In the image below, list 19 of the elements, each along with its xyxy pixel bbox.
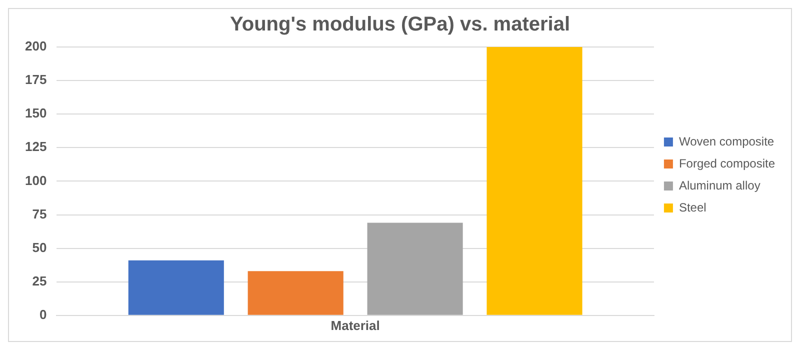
legend-label: Woven composite (678, 134, 774, 148)
y-tick-label: 50 (32, 240, 47, 255)
y-tick-label: 200 (24, 38, 47, 54)
y-tick-label: 25 (32, 273, 47, 288)
legend-label: Steel (678, 200, 706, 214)
y-tick-label: 0 (39, 306, 47, 322)
y-tick-label: 175 (24, 72, 47, 88)
x-tick-label: Material (330, 318, 380, 333)
bar (248, 271, 344, 315)
legend-label: Aluminum alloy (678, 178, 760, 192)
y-tick-label: 75 (32, 206, 47, 222)
bar (128, 260, 224, 315)
chart-title: Young's modulus (GPa) vs. material (230, 14, 570, 36)
legend-label: Forged composite (678, 156, 776, 170)
y-tick-label: 100 (24, 172, 47, 188)
bar (367, 222, 463, 315)
y-tick-label: 125 (24, 139, 47, 154)
y-tick-label: 150 (24, 106, 47, 121)
bar (486, 47, 582, 315)
